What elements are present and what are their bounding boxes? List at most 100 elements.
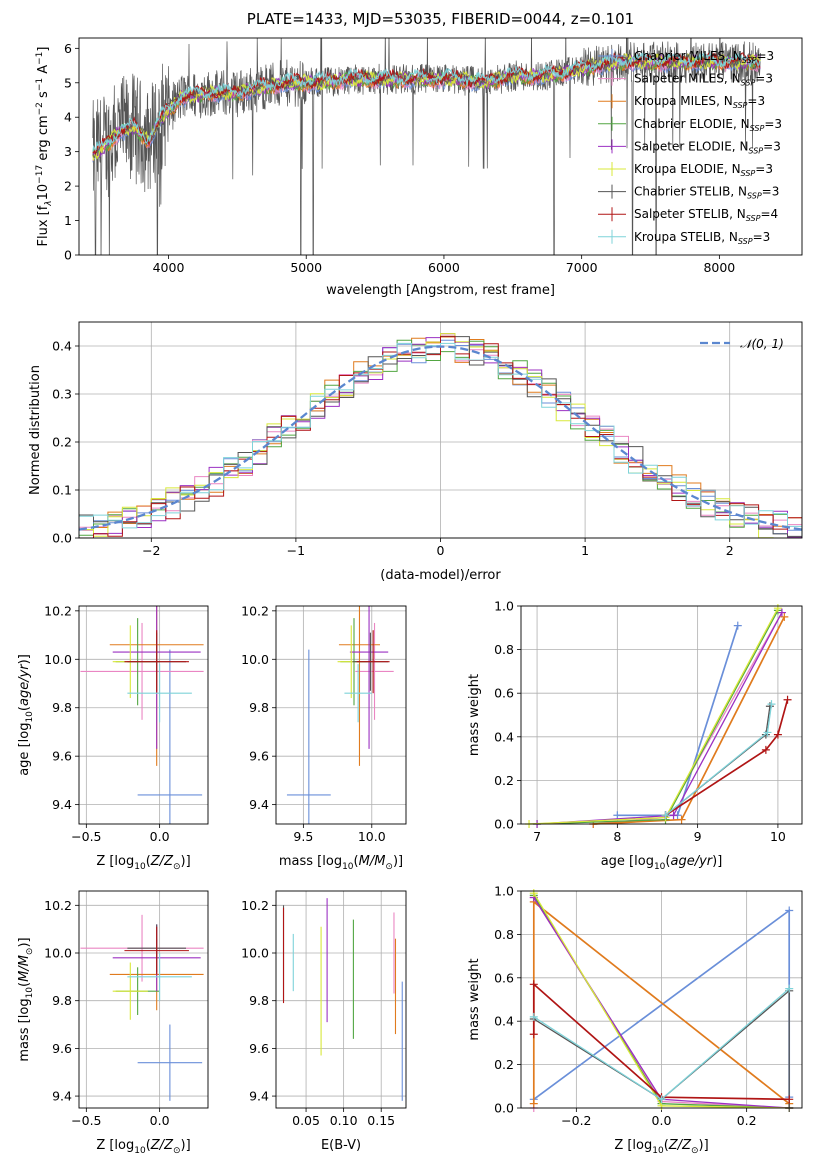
- data-point-marker: [677, 815, 686, 824]
- x-axis-label: (data-model)/error: [380, 568, 501, 583]
- data-point-marker: [780, 612, 789, 621]
- data-point-marker: [763, 728, 772, 737]
- y-tick-label: 2: [64, 179, 72, 194]
- x-axis-label: wavelength [Angstrom, rest frame]: [326, 283, 555, 298]
- data-point-marker: [783, 695, 792, 704]
- legend-subscript: SSP: [741, 79, 756, 88]
- weight-series-line: [532, 982, 790, 1101]
- label-italic: Z/Z: [668, 1138, 692, 1153]
- legend-subscript: SSP: [748, 146, 763, 155]
- legend-prefix: N: [741, 117, 750, 131]
- label-subscript: λ: [44, 200, 54, 206]
- label-text: (: [354, 854, 359, 869]
- label-subscript: 10: [134, 862, 146, 872]
- plot-frame: [78, 37, 803, 256]
- legend-entry: Kroupa ELODIE, NSSP=3: [634, 162, 773, 178]
- weight-series-line: [537, 612, 783, 825]
- data-point-marker: [773, 604, 782, 613]
- x-axis-label: mass [log10(M/M⊙)]: [279, 854, 403, 872]
- y-tick-label: 10.0: [44, 652, 72, 667]
- data-point-marker: [777, 608, 786, 617]
- plot-frame: [520, 890, 803, 1109]
- x-axis-label: E(B-V): [321, 1138, 361, 1153]
- data-point-marker: [529, 1030, 538, 1039]
- x-tick-label: −2: [142, 543, 160, 558]
- legend-prefix: N: [732, 72, 741, 86]
- label-text: )]: [393, 854, 403, 869]
- y-tick-label: 10.0: [241, 652, 269, 667]
- x-tick-label: 0.2: [737, 1113, 757, 1128]
- legend-separator: ,: [725, 49, 733, 63]
- y-tick-label: 10.0: [241, 946, 269, 961]
- plot-frame: [275, 605, 407, 825]
- label-subscript: 10: [654, 862, 666, 872]
- legend-model-name: Kroupa MILES: [634, 94, 716, 108]
- legend-prefix: N: [724, 94, 733, 108]
- label-text: Z [log: [96, 854, 134, 869]
- label-text: Z [log: [614, 1138, 652, 1153]
- y-tick-label: 9.6: [52, 1041, 72, 1056]
- y-tick-label: 10.2: [241, 603, 269, 618]
- legend-nssp: 3: [772, 185, 780, 199]
- y-tick-label: 9.6: [249, 749, 269, 764]
- y-tick-label: 9.4: [249, 1089, 269, 1104]
- label-text: )]: [17, 654, 32, 664]
- legend-prefix: N: [737, 207, 746, 221]
- legend-equals: =: [747, 94, 757, 108]
- label-text: mass [log: [17, 998, 32, 1061]
- legend-equals: =: [763, 139, 773, 153]
- y-tick-label: 0.8: [494, 927, 514, 942]
- y-tick-label: 0.0: [494, 817, 514, 832]
- y-tick-label: 9.8: [249, 700, 269, 715]
- legend-subscript: SSP: [747, 192, 762, 201]
- label-text: (: [146, 854, 151, 869]
- x-tick-label: 9: [694, 829, 702, 844]
- y-tick-label: 1: [64, 213, 72, 228]
- y-axis-label: Normed distribution: [28, 365, 43, 495]
- data-point-marker: [785, 906, 794, 915]
- y-tick-label: 9.4: [52, 1089, 72, 1104]
- normal-curve-line: [79, 345, 802, 531]
- x-tick-label: 0.0: [150, 829, 170, 844]
- label-subscript: 10: [342, 862, 354, 872]
- legend-separator: ,: [721, 230, 729, 244]
- legend-entry: Salpeter STELIB, NSSP=4: [634, 207, 778, 223]
- mass_vs_ebv-axes: 0.05 0.10 0.15 9.4 9.6 9.8 10.0 10.2: [241, 890, 407, 1128]
- legend-entry: Kroupa STELIB, NSSP=3: [634, 230, 770, 246]
- legend-prefix: N: [733, 49, 742, 63]
- spectrum-plot-area: [92, 38, 761, 255]
- label-subscript: ⊙: [25, 948, 35, 956]
- label-italic: M/M: [17, 955, 32, 982]
- label-superscript: −2: [35, 102, 45, 115]
- label-text: )]: [181, 854, 191, 869]
- x-axis-label: Z [log10(Z/Z⊙)]: [96, 1138, 190, 1156]
- x-tick-label: 0.10: [330, 1113, 358, 1128]
- x-axis-label: age [log10(age/yr)]: [601, 854, 723, 872]
- legend-subscript: SSP: [742, 56, 757, 65]
- label-subscript: ⊙: [691, 1146, 699, 1156]
- label-text: s: [36, 91, 51, 102]
- y-tick-label: 0.1: [52, 483, 72, 498]
- label-subscript: 10: [25, 987, 35, 999]
- y-tick-label: 0.4: [494, 729, 514, 744]
- y-tick-label: 0.0: [494, 1101, 514, 1116]
- y-tick-label: 0.8: [494, 642, 514, 657]
- data-point-marker: [761, 745, 770, 754]
- x-tick-label: 0.0: [150, 1113, 170, 1128]
- legend-entry: Chabrier ELODIE, NSSP=3: [634, 117, 782, 133]
- weight-series-line: [665, 699, 789, 817]
- legend-subscript: SSP: [733, 101, 748, 110]
- legend-model-name: Salpeter STELIB: [634, 207, 729, 221]
- x-tick-label: 7000: [566, 260, 598, 275]
- y-tick-label: 0.2: [494, 773, 514, 788]
- label-italic: Z/Z: [150, 1138, 174, 1153]
- data-point-marker: [773, 730, 782, 739]
- y-tick-label: 9.8: [249, 993, 269, 1008]
- label-italic: age/yr: [17, 663, 32, 706]
- y-tick-label: 1.0: [494, 599, 514, 614]
- weight-series-line: [537, 610, 779, 825]
- x-tick-label: 10: [770, 829, 786, 844]
- legend-entry: 𝒩(0, 1): [740, 337, 784, 351]
